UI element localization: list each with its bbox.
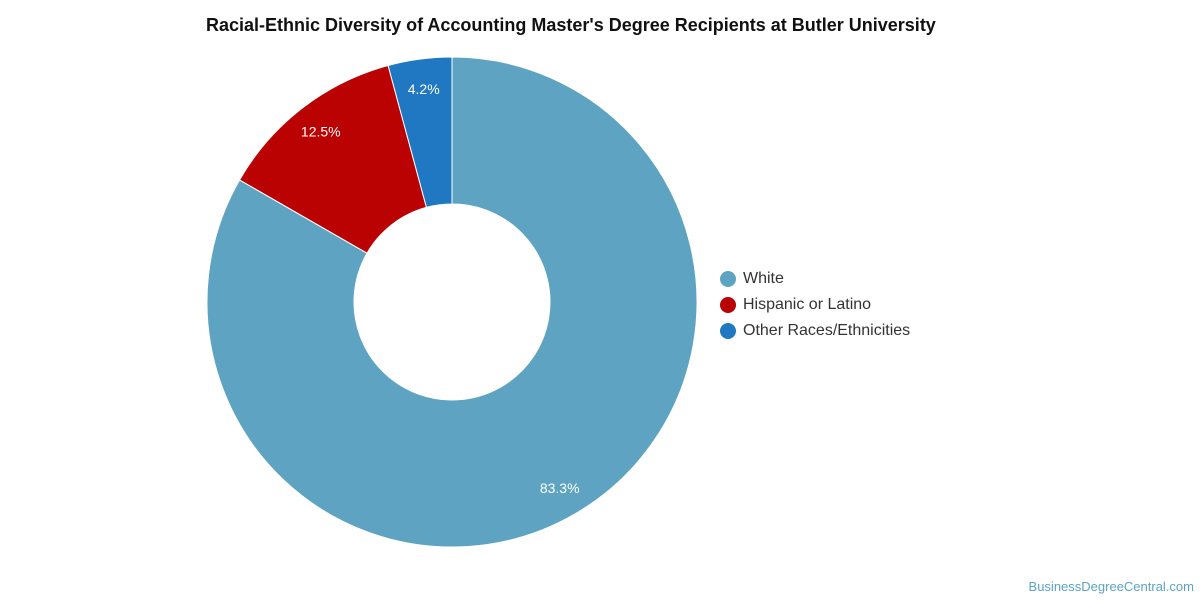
slice-labels-group: 83.3% 12.5% 4.2% <box>301 81 580 496</box>
chart-legend: White Hispanic or Latino Other Races/Eth… <box>720 266 910 344</box>
legend-label-other-races-ethnicities: Other Races/Ethnicities <box>743 322 911 339</box>
legend-item-hispanic-or-latino[interactable]: Hispanic or Latino <box>720 292 910 318</box>
legend-item-other-races-ethnicities[interactable]: Other Races/Ethnicities <box>720 318 910 344</box>
legend-label-white: White <box>743 270 784 287</box>
slice-white[interactable] <box>206 56 698 548</box>
slice-hispanic-or-latino[interactable] <box>238 64 428 254</box>
chart-title: Racial-Ethnic Diversity of Accounting Ma… <box>206 15 936 35</box>
legend-label-hispanic-or-latino: Hispanic or Latino <box>743 296 872 313</box>
slice-label-hispanic-or-latino: 12.5% <box>301 124 341 140</box>
legend-item-white[interactable]: White <box>720 266 910 292</box>
slices-group <box>206 56 698 548</box>
legend-swatch-hispanic-or-latino <box>720 297 736 313</box>
legend-swatch-other-races-ethnicities <box>720 323 736 339</box>
slice-label-white: 83.3% <box>540 480 580 496</box>
legend-swatch-white <box>720 271 736 287</box>
slice-label-other-races-ethnicities: 4.2% <box>408 81 440 97</box>
slice-other-races-ethnicities[interactable] <box>387 56 453 209</box>
watermark-link[interactable]: BusinessDegreeCentral.com <box>1028 579 1194 594</box>
